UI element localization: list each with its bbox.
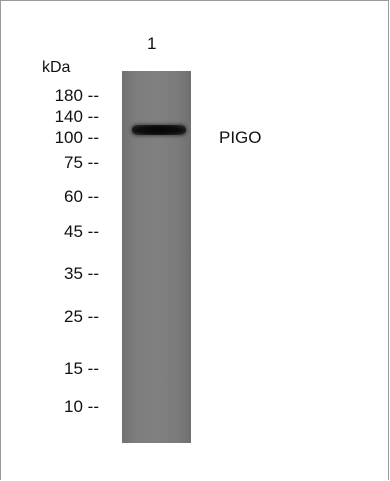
band-label: PIGO [219, 128, 262, 147]
marker-label-60: 60 -- [64, 187, 99, 206]
marker-label-140: 140 -- [54, 107, 99, 126]
marker-label-100: 100 -- [54, 128, 99, 147]
marker-label-25: 25 -- [64, 307, 99, 326]
marker-label-45: 45 -- [64, 222, 99, 241]
protein-band [132, 125, 186, 135]
marker-label-15: 15 -- [64, 359, 99, 378]
marker-label-10: 10 -- [64, 397, 99, 416]
marker-label-180: 180 -- [54, 86, 99, 105]
lane-number: 1 [147, 34, 157, 53]
marker-label-75: 75 -- [64, 153, 99, 172]
unit-label: kDa [42, 59, 71, 76]
marker-label-35: 35 -- [64, 264, 99, 283]
